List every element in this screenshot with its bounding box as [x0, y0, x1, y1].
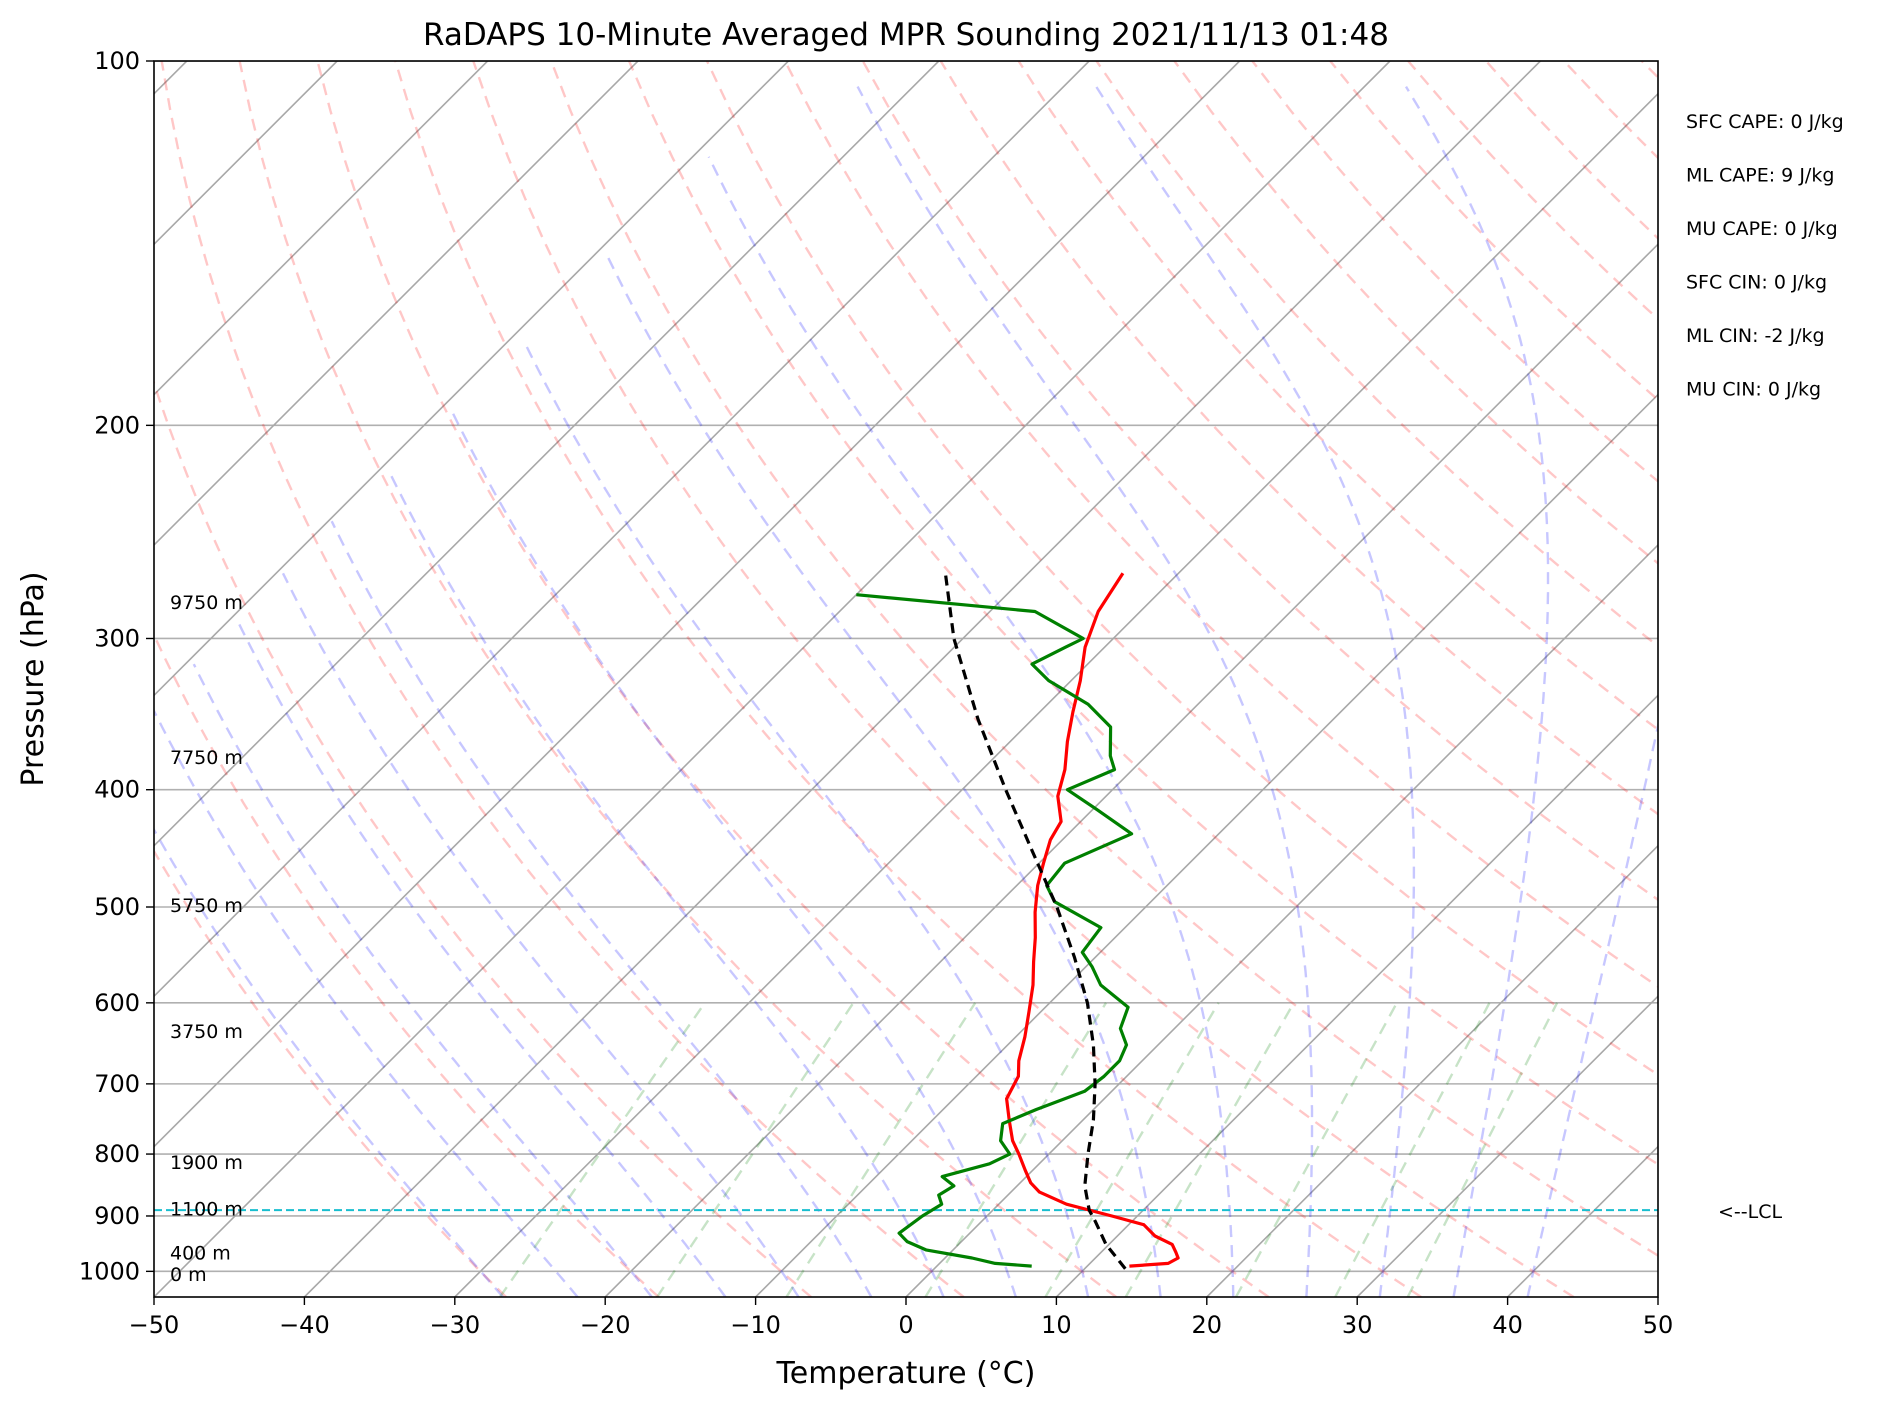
moist-adiabat-line — [390, 474, 945, 1297]
isotherm-line — [1055, 694, 1658, 1297]
x-tick-label-1: −40 — [279, 1311, 330, 1339]
dewpoint-profile — [856, 593, 1134, 1268]
plot-background — [154, 61, 1658, 1297]
moist-adiabat-line — [281, 572, 800, 1297]
isotherm-line — [454, 92, 1658, 1297]
mixing-ratio-line — [1044, 1002, 1220, 1297]
stat-4: ML CIN: -2 J/kg — [1686, 325, 1825, 347]
y-tick-label-700: 700 — [94, 1070, 140, 1098]
y-tick-label-800: 800 — [94, 1140, 140, 1168]
moist-adiabat-line — [154, 708, 579, 1297]
y-tick-label-600: 600 — [94, 989, 140, 1017]
stat-3: SFC CIN: 0 J/kg — [1686, 272, 1827, 294]
stat-2: MU CAPE: 0 J/kg — [1686, 218, 1838, 240]
moist-adiabat-line — [451, 411, 1018, 1297]
dry-adiabat-line — [783, 61, 1658, 989]
isotherm-line — [755, 393, 1658, 1297]
x-tick-label-2: −30 — [429, 1311, 480, 1339]
sounding-profiles — [856, 572, 1180, 1270]
moist-adiabat-lines — [154, 85, 1658, 1297]
x-axis-ticks: −50 −40 −30 −20 −10 0 10 20 30 40 50 — [129, 1297, 1674, 1339]
moist-adiabat-line — [192, 663, 653, 1297]
dry-adiabat-line — [1095, 61, 1658, 648]
temperature-profile — [1005, 572, 1180, 1268]
isobar-gridlines — [154, 61, 1658, 1273]
moist-adiabat-line — [236, 620, 727, 1297]
stat-5: MU CIN: 0 J/kg — [1686, 379, 1821, 401]
isotherm-line — [154, 61, 1090, 998]
moist-adiabat-line — [707, 156, 1235, 1297]
parcel-profile — [943, 573, 1127, 1270]
stat-0: SFC CAPE: 0 J/kg — [1686, 111, 1844, 133]
isotherm-line — [154, 61, 489, 396]
mixing-ratio-line — [924, 1002, 1108, 1297]
isotherm-line — [303, 61, 1541, 1297]
dry-adiabat-line — [472, 61, 1575, 1297]
height-label-6: 400 m — [170, 1243, 231, 1265]
isotherm-line — [905, 543, 1658, 1297]
y-tick-label-100: 100 — [94, 47, 140, 75]
lcl-label: <--LCL — [1718, 1201, 1782, 1223]
isotherm-line — [154, 61, 789, 697]
stat-1: ML CAPE: 9 J/kg — [1686, 165, 1834, 187]
dry-adiabat-line — [160, 61, 965, 1297]
height-label-2: 5750 m — [170, 895, 243, 917]
isotherm-line — [1356, 995, 1658, 1297]
x-tick-label-5: 0 — [898, 1311, 913, 1339]
height-label-1: 7750 m — [170, 747, 243, 769]
x-tick-label-7: 20 — [1192, 1311, 1223, 1339]
isotherm-line — [1206, 844, 1658, 1297]
y-tick-label-200: 200 — [94, 411, 140, 439]
mixing-ratio-line — [1406, 1002, 1559, 1297]
mixing-ratio-line — [785, 1002, 977, 1297]
y-axis-ticks: 100 200 300 400 500 600 700 800 900 1000 — [79, 47, 154, 1285]
dry-adiabat-line — [627, 61, 1658, 1166]
y-tick-label-900: 900 — [94, 1202, 140, 1230]
isotherm-line — [154, 61, 940, 847]
dry-adiabat-line — [861, 61, 1658, 902]
isotherm-line — [604, 243, 1658, 1297]
dry-adiabat-line — [939, 61, 1658, 816]
mixing-ratio-line — [1334, 1002, 1491, 1297]
dry-adiabat-line — [1017, 61, 1658, 732]
moist-adiabat-line — [154, 827, 504, 1297]
height-label-7: 0 m — [170, 1264, 207, 1286]
chart-title: RaDAPS 10-Minute Averaged MPR Sounding 2… — [423, 17, 1389, 53]
y-tick-label-500: 500 — [94, 893, 140, 921]
skewed-isotherm-gridlines — [154, 61, 1658, 1297]
height-labels: 9750 m 7750 m 5750 m 3750 m 1900 m 1100 m 400 … — [170, 592, 243, 1286]
x-tick-label-0: −50 — [129, 1311, 180, 1339]
y-tick-label-400: 400 — [94, 776, 140, 804]
isotherm-line — [154, 61, 1241, 1148]
moist-adiabat-line — [330, 520, 873, 1297]
y-tick-label-1000: 1000 — [79, 1257, 140, 1285]
x-axis-label: Temperature (°C) — [776, 1356, 1036, 1391]
mixing-ratio-lines — [498, 1002, 1559, 1297]
moist-adiabat-line — [522, 339, 1090, 1297]
mixing-ratio-line — [1124, 1002, 1295, 1297]
x-tick-label-9: 40 — [1492, 1311, 1523, 1339]
moist-adiabat-line — [1404, 85, 1550, 1297]
height-label-5: 1100 m — [170, 1198, 243, 1220]
y-tick-label-300: 300 — [94, 624, 140, 652]
x-tick-label-4: −10 — [730, 1311, 781, 1339]
mixing-ratio-line — [1234, 1002, 1398, 1297]
x-tick-label-8: 30 — [1342, 1311, 1373, 1339]
height-label-0: 9750 m — [170, 592, 243, 614]
x-tick-label-6: 10 — [1041, 1311, 1072, 1339]
x-tick-label-10: 50 — [1643, 1311, 1674, 1339]
height-label-4: 1900 m — [170, 1152, 243, 1174]
y-axis-label: Pressure (hPa) — [16, 571, 51, 786]
stability-indices: SFC CAPE: 0 J/kg ML CAPE: 9 J/kg MU CAPE: … — [1686, 111, 1844, 401]
height-label-3: 3750 m — [170, 1021, 243, 1043]
moist-adiabat-line — [856, 86, 1314, 1297]
isotherm-line — [154, 61, 1391, 1297]
moist-adiabat-line — [1526, 720, 1658, 1297]
isotherm-line — [154, 61, 639, 547]
moist-adiabat-line — [1095, 85, 1416, 1297]
dry-adiabat-line — [238, 61, 1117, 1297]
dry-adiabat-line — [705, 61, 1658, 1077]
x-tick-label-3: −20 — [580, 1311, 631, 1339]
